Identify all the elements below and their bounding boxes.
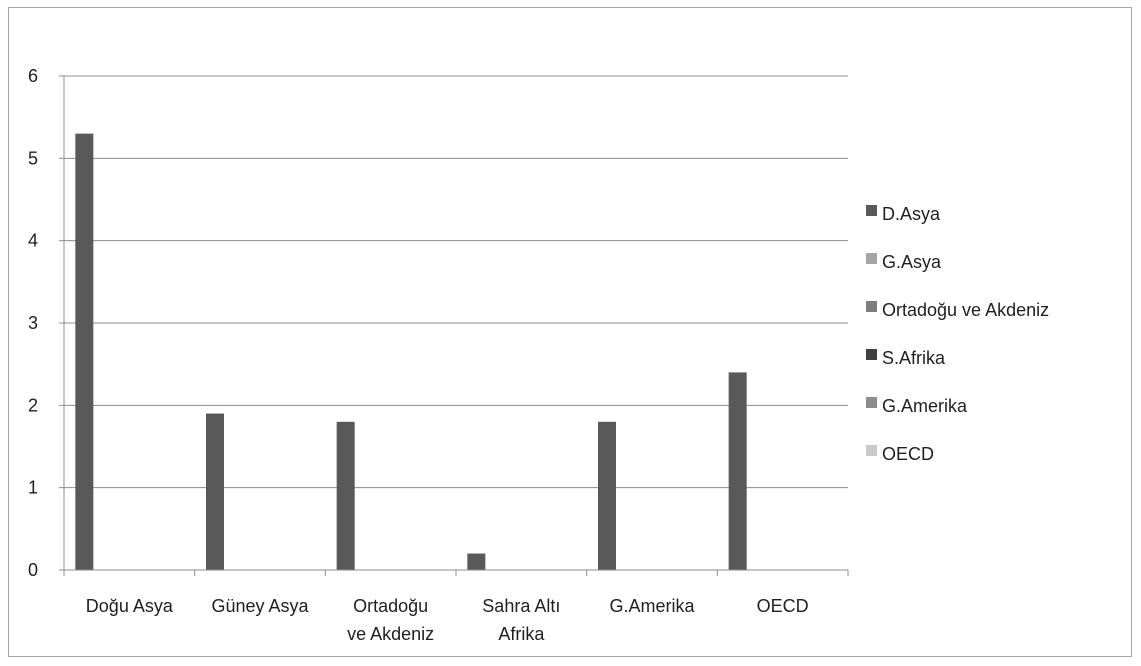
x-category-label: ve Akdeniz	[347, 624, 434, 644]
y-tick-label: 4	[28, 231, 38, 251]
legend-swatch	[866, 445, 877, 456]
x-category-label: Afrika	[498, 624, 545, 644]
y-tick-label: 0	[28, 560, 38, 580]
x-category-label: G.Amerika	[609, 596, 695, 616]
y-tick-label: 2	[28, 395, 38, 415]
legend-swatch	[866, 397, 877, 408]
gridlines	[64, 75, 848, 489]
y-tick-label: 6	[28, 66, 38, 86]
x-axis-categories: Doğu Asya Güney Asya Ortadoğu ve Akdeniz Sah…	[86, 596, 809, 644]
bar	[75, 133, 94, 570]
y-tick-label: 5	[28, 148, 38, 168]
legend-swatch	[866, 349, 877, 360]
axes	[59, 75, 849, 576]
legend-label: G.Asya	[882, 252, 942, 272]
x-category-label: Sahra Altı	[482, 596, 560, 616]
chart-frame	[8, 7, 1132, 657]
legend-label: Ortadoğu ve Akdeniz	[882, 300, 1049, 320]
y-tick-label: 1	[28, 478, 38, 498]
legend-label: G.Amerika	[882, 396, 968, 416]
y-axis-ticks: 0 1 2 3 4 5 6	[28, 66, 38, 580]
legend-swatch	[866, 253, 877, 264]
y-tick-label: 3	[28, 313, 38, 333]
bar	[336, 421, 355, 570]
bar	[728, 372, 747, 570]
x-category-label: OECD	[757, 596, 809, 616]
x-category-label: Güney Asya	[211, 596, 309, 616]
bar	[206, 413, 224, 570]
legend-label: S.Afrika	[882, 348, 946, 368]
bar	[467, 553, 486, 570]
legend-label: D.Asya	[882, 204, 941, 224]
legend-swatch	[866, 205, 877, 216]
legend-swatch	[866, 301, 877, 312]
legend: D.Asya G.Asya Ortadoğu ve Akdeniz S.Afrika G…	[866, 204, 1049, 464]
bar	[598, 421, 616, 570]
bars	[75, 133, 747, 570]
legend-label: OECD	[882, 444, 934, 464]
x-category-label: Doğu Asya	[86, 596, 174, 616]
x-category-label: Ortadoğu	[353, 596, 428, 616]
